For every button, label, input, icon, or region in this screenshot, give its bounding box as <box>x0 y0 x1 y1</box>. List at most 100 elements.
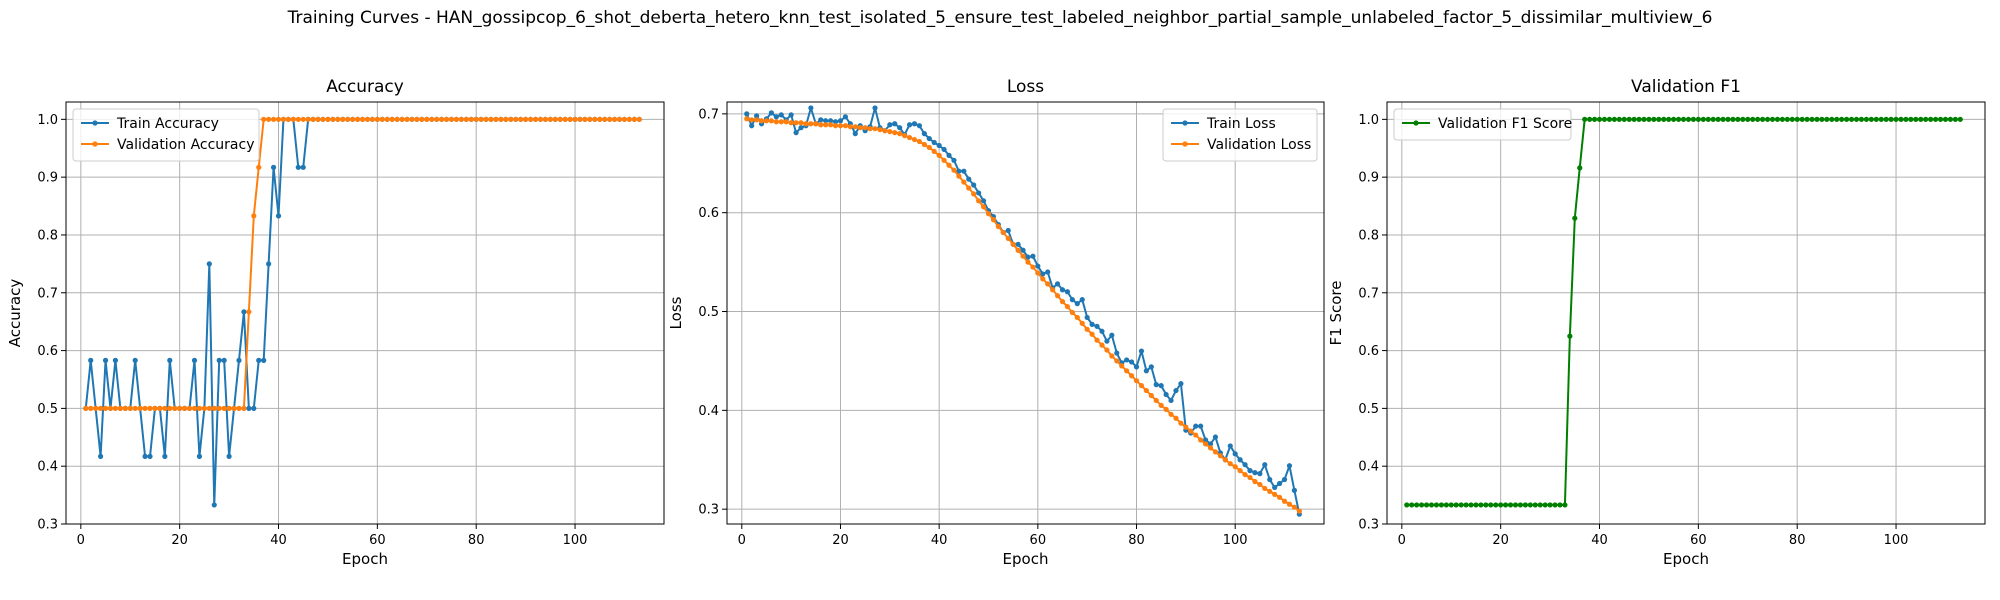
data-point <box>1651 116 1657 122</box>
data-point <box>236 357 242 363</box>
data-point <box>1133 378 1140 384</box>
data-point <box>1143 387 1149 394</box>
data-point <box>1468 502 1474 508</box>
data-point <box>1005 227 1011 234</box>
data-point <box>985 211 992 217</box>
data-point <box>1903 116 1909 122</box>
data-point <box>1839 116 1845 122</box>
legend-swatch-marker <box>92 120 98 126</box>
data-point <box>270 116 277 122</box>
data-point <box>1784 116 1790 122</box>
data-point <box>906 122 913 128</box>
data-point <box>1908 116 1914 122</box>
data-point <box>1074 314 1080 321</box>
y-tick-label: 0.6 <box>37 344 58 359</box>
series-validation-accuracy <box>83 116 642 411</box>
data-point <box>1834 116 1840 122</box>
data-point <box>1873 116 1879 122</box>
data-point <box>1725 116 1731 122</box>
data-point <box>1128 359 1135 365</box>
y-axis-label: Accuracy <box>6 279 24 348</box>
data-point <box>1616 116 1622 122</box>
data-point <box>1109 332 1115 338</box>
data-point <box>936 142 942 149</box>
data-point <box>1138 348 1145 354</box>
data-point <box>83 405 89 411</box>
y-tick-label: 0.6 <box>1358 344 1379 359</box>
data-point <box>266 261 272 267</box>
data-point <box>862 125 868 131</box>
y-tick-label: 0.5 <box>698 305 719 320</box>
data-point <box>1532 502 1538 508</box>
data-point <box>1690 116 1697 122</box>
data-point <box>1178 420 1184 426</box>
data-point <box>837 123 844 129</box>
data-point <box>1143 368 1149 374</box>
data-point <box>758 118 765 124</box>
data-point <box>976 198 982 204</box>
data-point <box>1050 287 1056 293</box>
data-point <box>1883 116 1889 122</box>
data-point <box>122 405 128 411</box>
data-point <box>754 113 760 119</box>
data-point <box>803 121 809 127</box>
data-point <box>773 119 779 125</box>
data-point <box>592 116 598 122</box>
series-validation-loss <box>744 116 1302 514</box>
x-tick-label: 100 <box>1884 533 1909 548</box>
data-point <box>1286 501 1293 507</box>
data-point <box>1428 502 1435 508</box>
data-point <box>1198 437 1204 443</box>
data-point <box>1045 269 1051 275</box>
data-point <box>1010 241 1016 247</box>
y-tick-label: 0.7 <box>37 286 58 301</box>
data-point <box>305 116 311 122</box>
data-point <box>956 173 962 179</box>
data-point <box>167 357 173 363</box>
data-point <box>897 125 903 131</box>
data-point <box>621 116 628 122</box>
data-point <box>1188 428 1194 434</box>
x-tick-label: 60 <box>369 533 386 548</box>
data-point <box>1814 116 1820 122</box>
y-axis-label: Loss <box>667 296 685 329</box>
data-point <box>1764 116 1771 122</box>
data-point <box>1587 116 1593 122</box>
data-point <box>434 116 440 122</box>
data-point <box>1735 116 1741 122</box>
data-point <box>1804 116 1810 122</box>
data-point <box>102 405 109 411</box>
data-point <box>1606 116 1612 122</box>
data-point <box>911 136 918 143</box>
chart-panel-2: 0 20 40 60 80 100 0.3 0.4 0.5 0.6 0.7 Loss Epoch Loss… <box>667 77 1325 568</box>
data-point <box>768 110 775 116</box>
x-tick-label: 60 <box>1690 533 1707 548</box>
data-point <box>1858 116 1865 122</box>
data-point <box>369 116 376 122</box>
data-point <box>537 116 544 122</box>
data-point <box>1227 461 1233 467</box>
data-point <box>394 116 400 122</box>
data-point <box>788 112 794 118</box>
data-point <box>1656 116 1662 122</box>
data-point <box>1005 235 1011 241</box>
data-point <box>1277 494 1283 500</box>
x-tick-label: 20 <box>832 533 849 548</box>
data-point <box>951 157 957 163</box>
data-point <box>216 357 222 363</box>
data-point <box>1542 502 1548 508</box>
data-point <box>458 116 464 122</box>
data-point <box>374 116 380 122</box>
x-axis-label: Epoch <box>1663 550 1709 568</box>
data-point <box>1705 116 1711 122</box>
data-point <box>1755 116 1761 122</box>
data-point <box>1760 116 1766 122</box>
data-point <box>354 116 361 122</box>
data-point <box>1257 481 1263 488</box>
series-train-accuracy <box>83 116 642 508</box>
x-tick-label: 100 <box>563 533 588 548</box>
data-point <box>842 114 849 120</box>
y-tick-label: 0.5 <box>37 402 58 417</box>
data-point <box>892 121 898 127</box>
